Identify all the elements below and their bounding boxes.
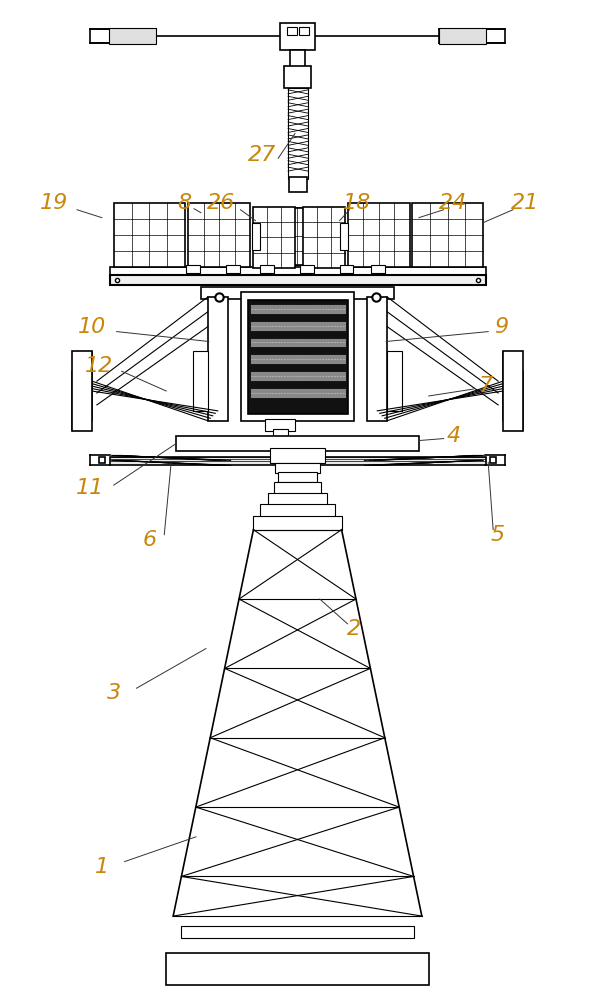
Bar: [250, 354, 346, 364]
Text: 6: 6: [142, 530, 156, 550]
Bar: [387, 351, 402, 411]
Text: 24: 24: [439, 193, 468, 213]
Bar: [300, 265, 314, 273]
Bar: [278, 472, 317, 482]
Bar: [253, 207, 295, 268]
Bar: [181, 926, 414, 938]
Bar: [109, 275, 486, 285]
Bar: [90, 29, 156, 43]
Bar: [240, 292, 355, 421]
Bar: [289, 177, 307, 192]
Bar: [273, 429, 288, 441]
Text: 26: 26: [206, 193, 235, 213]
Text: 3: 3: [107, 683, 121, 703]
Bar: [371, 265, 385, 273]
Bar: [303, 207, 345, 268]
Bar: [288, 88, 308, 179]
Bar: [299, 27, 309, 35]
Bar: [252, 223, 261, 250]
Bar: [208, 297, 228, 421]
Bar: [186, 265, 200, 273]
Bar: [255, 208, 310, 265]
Bar: [290, 50, 305, 68]
Bar: [367, 297, 387, 421]
Bar: [193, 351, 208, 411]
Bar: [250, 338, 346, 347]
Bar: [166, 953, 429, 985]
Text: 18: 18: [343, 193, 371, 213]
Bar: [347, 203, 410, 267]
Bar: [72, 351, 92, 431]
Text: 19: 19: [40, 193, 68, 213]
Text: 2: 2: [347, 619, 362, 639]
Bar: [176, 436, 419, 451]
Text: 7: 7: [479, 376, 493, 396]
Bar: [250, 388, 346, 398]
Bar: [109, 28, 156, 44]
Bar: [340, 265, 353, 273]
Bar: [412, 203, 483, 267]
Bar: [188, 203, 250, 267]
Bar: [268, 493, 327, 505]
Bar: [250, 304, 346, 314]
Text: 9: 9: [494, 317, 508, 337]
Bar: [439, 28, 486, 44]
Bar: [503, 351, 523, 431]
Text: 21: 21: [511, 193, 539, 213]
Bar: [340, 223, 347, 250]
Bar: [274, 482, 321, 494]
Text: 4: 4: [446, 426, 461, 446]
Bar: [249, 300, 347, 414]
Text: 1: 1: [95, 857, 109, 877]
Bar: [250, 371, 346, 381]
Text: 10: 10: [78, 317, 106, 337]
Text: 8: 8: [177, 193, 191, 213]
Bar: [109, 267, 486, 277]
Text: 5: 5: [491, 525, 505, 545]
Bar: [270, 448, 325, 463]
Text: 11: 11: [76, 478, 104, 498]
Bar: [280, 23, 315, 50]
Bar: [114, 203, 185, 267]
Text: 27: 27: [248, 145, 277, 165]
Bar: [109, 457, 486, 465]
Bar: [253, 516, 342, 530]
Bar: [261, 504, 334, 518]
Bar: [283, 208, 337, 265]
Bar: [284, 66, 311, 88]
Bar: [250, 321, 346, 331]
Bar: [201, 287, 394, 299]
Text: 12: 12: [84, 356, 113, 376]
Bar: [439, 29, 505, 43]
Bar: [275, 463, 320, 473]
Bar: [261, 265, 274, 273]
Bar: [265, 419, 295, 431]
Bar: [226, 265, 240, 273]
Bar: [287, 27, 297, 35]
